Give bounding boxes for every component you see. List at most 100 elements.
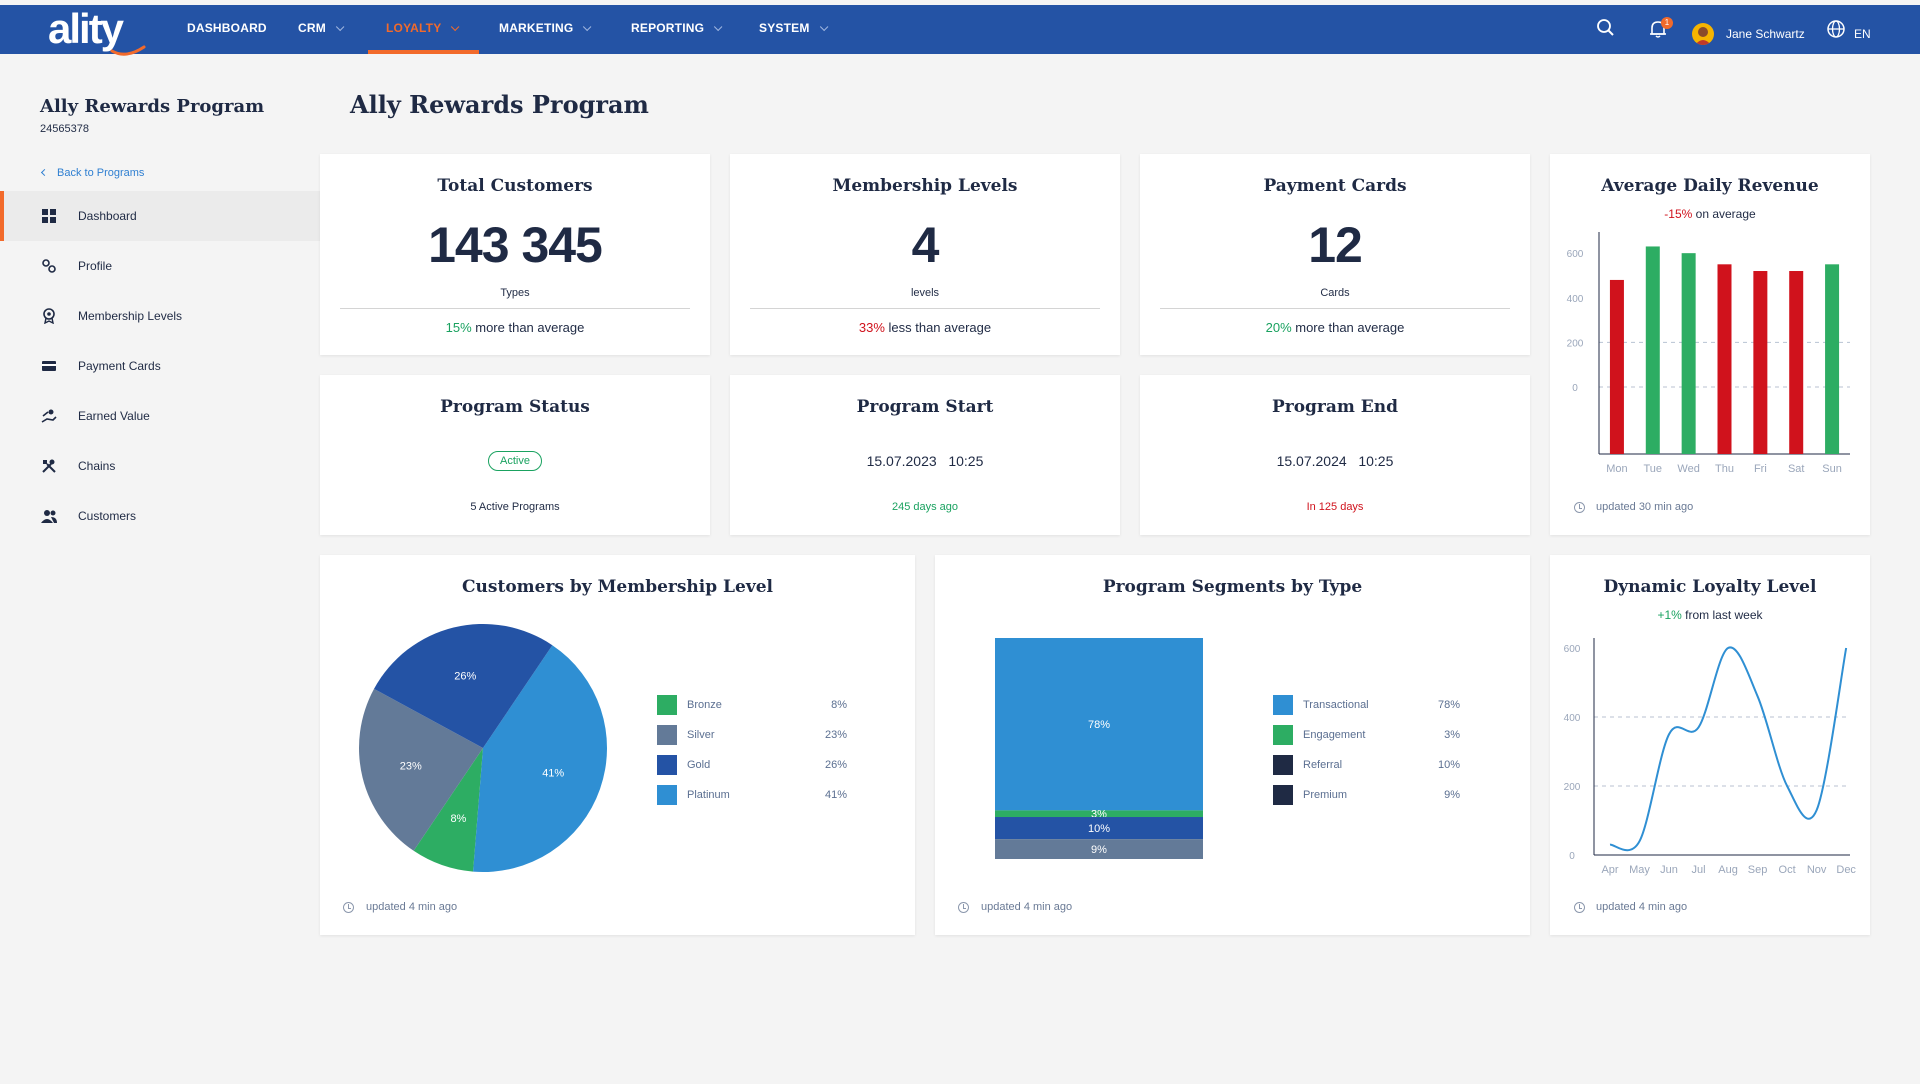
language-selector[interactable]: EN [1854,27,1871,41]
x-tick-label: Jun [1660,864,1678,876]
sidebar-item-label: Chains [78,459,115,473]
program-segments-card: Program Segments by Type 78% 3% 10% 9% upda… [935,555,1530,935]
top-navigation-bar: ality DASHBOARD CRM LOYALTY MARKETING REPORT… [0,5,1920,54]
card-title: Program Start [730,397,1120,417]
x-tick-label: Tue [1644,463,1663,475]
chevron-left-icon [41,169,48,176]
legend-swatch [657,785,677,805]
average-daily-revenue-card: Average Daily Revenue -15% on average 60… [1550,154,1870,535]
program-start-card: Program Start 15.07.2023 10:25 245 days … [730,375,1120,535]
nav-marketing[interactable]: MARKETING [499,5,588,54]
legend-label: Gold [687,759,710,771]
clock-icon [1574,902,1585,913]
stat-unit: levels [730,287,1120,299]
updated-timestamp: updated 4 min ago [1596,901,1687,913]
hand-coins-icon [41,408,57,424]
x-tick-label: Wed [1677,463,1699,475]
program-end-datetime: 15.07.2024 10:25 [1140,453,1530,469]
bar-tue [1646,246,1660,454]
y-tick-label: 200 [1564,782,1581,793]
payment-cards-card: Payment Cards 12 Cards 20% more than averag… [1140,154,1530,355]
sidebar-item-dashboard[interactable]: Dashboard [0,191,320,241]
legend-swatch [657,725,677,745]
x-tick-label: Sat [1788,463,1805,475]
card-title: Payment Cards [1140,176,1530,196]
legend-item-engagement: Engagement 3% [1273,725,1460,745]
bar-mon [1610,280,1624,454]
user-name[interactable]: Jane Schwartz [1726,27,1805,41]
legend-label: Bronze [687,699,722,711]
y-tick-label: 400 [1564,713,1581,724]
search-icon[interactable] [1596,18,1616,38]
sidebar-item-label: Dashboard [78,209,137,223]
notification-badge: 1 [1661,17,1673,29]
bar-thu [1718,264,1732,454]
x-tick-label: Thu [1715,463,1734,475]
bar-sat [1789,271,1803,454]
back-to-programs-link[interactable]: Back to Programs [42,167,144,179]
sidebar-program-name: Ally Rewards Program [40,96,264,117]
legend-value: 3% [1444,729,1460,741]
y-tick-label: 600 [1567,249,1584,260]
legend-label: Silver [687,729,715,741]
nav-label: REPORTING [631,21,704,35]
x-tick-label: Fri [1754,463,1767,475]
x-tick-label: Mon [1606,463,1627,475]
updated-timestamp: updated 4 min ago [981,901,1072,913]
sidebar-item-earned-value[interactable]: Earned Value [0,391,320,441]
legend-swatch [657,755,677,775]
legend-swatch [1273,785,1293,805]
segment-label: 78% [1088,719,1110,731]
sidebar-program-id: 24565378 [40,123,89,135]
sidebar-item-chains[interactable]: Chains [0,441,320,491]
updated-timestamp: updated 30 min ago [1596,501,1693,513]
legend-item-bronze: Bronze 8% [657,695,847,715]
clock-icon [958,902,969,913]
nav-label: SYSTEM [759,21,810,35]
sidebar-item-payment-cards[interactable]: Payment Cards [0,341,320,391]
legend-label: Engagement [1303,729,1365,741]
comparison-pct: 33% [859,320,885,335]
bar-wed [1682,253,1696,454]
bar-sun [1825,264,1839,454]
avatar[interactable] [1692,23,1714,45]
globe-icon[interactable] [1826,19,1846,39]
sidebar-item-customers[interactable]: Customers [0,491,320,541]
y-tick-label: 200 [1567,338,1584,349]
nav-crm[interactable]: CRM [298,5,341,54]
nav-loyalty[interactable]: LOYALTY [386,5,456,54]
nav-label: DASHBOARD [187,21,267,35]
program-end-card: Program End 15.07.2024 10:25 In 125 days [1140,375,1530,535]
legend-label: Transactional [1303,699,1369,711]
sidebar-item-label: Earned Value [78,409,150,423]
nav-system[interactable]: SYSTEM [759,5,825,54]
program-start-datetime: 15.07.2023 10:25 [730,453,1120,469]
active-programs-count: 5 Active Programs [320,501,710,513]
program-status-card: Program Status Active 5 Active Programs [320,375,710,535]
start-time: 10:25 [948,453,983,469]
x-tick-label: May [1629,864,1650,876]
sidebar-item-profile[interactable]: Profile [0,241,320,291]
stat-value: 4 [730,216,1120,274]
legend-label: Premium [1303,789,1347,801]
legend-value: 78% [1438,699,1460,711]
sidebar-item-membership-levels[interactable]: Membership Levels [0,291,320,341]
clock-icon [343,902,354,913]
segment-label: 9% [1091,844,1107,856]
card-title: Membership Levels [730,176,1120,196]
active-nav-underline [368,50,479,54]
loyalty-line [1610,647,1846,850]
nav-dashboard[interactable]: DASHBOARD [187,5,267,54]
nav-label: MARKETING [499,21,573,35]
legend-item-referral: Referral 10% [1273,755,1460,775]
legend-value: 23% [825,729,847,741]
start-date: 15.07.2023 [867,453,937,469]
sidebar-item-label: Payment Cards [78,359,161,373]
comparison-text: less than average [885,320,991,335]
revenue-bar-chart: 6004002000Mon Tue Wed Thu Fri Sat Sun [1550,154,1870,494]
nav-reporting[interactable]: REPORTING [631,5,719,54]
ality-logo[interactable]: ality [48,7,152,57]
segment-label: 10% [1088,823,1110,835]
pie-slice-label: 41% [542,768,564,780]
program-end-note: In 125 days [1140,501,1530,513]
